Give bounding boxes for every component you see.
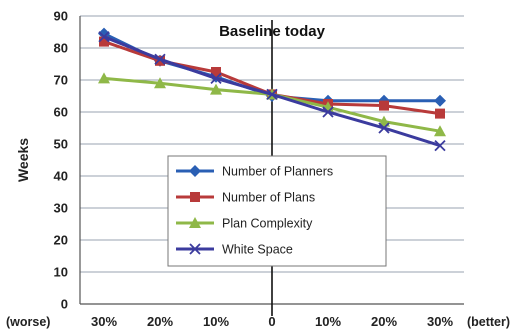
data-point bbox=[434, 94, 446, 107]
data-point bbox=[210, 72, 222, 85]
data-point bbox=[322, 106, 334, 118]
data-point bbox=[98, 72, 110, 84]
x-end-label-worse: (worse) bbox=[6, 315, 50, 329]
data-point bbox=[434, 125, 446, 137]
y-tick-label: 70 bbox=[54, 73, 68, 88]
legend-swatch-marker bbox=[190, 192, 200, 202]
legend-swatch-marker bbox=[189, 165, 201, 177]
y-tick-label: 10 bbox=[54, 265, 68, 280]
x-tick-label: 10% bbox=[315, 314, 341, 329]
legend-entry: Number of Plans bbox=[222, 191, 315, 205]
series-group bbox=[98, 27, 446, 152]
data-point bbox=[154, 77, 166, 89]
legend-entry: Number of Planners bbox=[222, 165, 333, 179]
y-tick-label: 40 bbox=[54, 169, 68, 184]
y-tick-label: 80 bbox=[54, 41, 68, 56]
y-tick-label: 20 bbox=[54, 233, 68, 248]
y-tick-label: 0 bbox=[61, 297, 68, 312]
y-axis-label: Weeks bbox=[15, 138, 31, 182]
x-tick-label: 30% bbox=[427, 314, 453, 329]
baseline-label: Baseline today bbox=[219, 23, 326, 40]
data-point bbox=[154, 53, 166, 65]
data-point bbox=[99, 36, 109, 47]
legend-swatch-marker bbox=[189, 243, 201, 255]
data-point bbox=[98, 31, 110, 43]
y-tick-label: 30 bbox=[54, 201, 68, 216]
x-tick-labels: 30% 20% 10% 0 10% 20% 30% bbox=[91, 314, 453, 329]
y-tick-labels: 0 10 20 30 40 50 60 70 80 90 bbox=[54, 9, 68, 312]
series-4 bbox=[98, 31, 446, 152]
legend-entry: Plan Complexity bbox=[222, 217, 313, 231]
data-point bbox=[434, 139, 446, 152]
legend-entry: White Space bbox=[222, 243, 293, 257]
x-tick-label: 20% bbox=[371, 314, 397, 329]
data-point bbox=[210, 83, 222, 95]
data-point bbox=[266, 88, 278, 101]
y-tick-label: 50 bbox=[54, 137, 68, 152]
y-tick-label: 60 bbox=[54, 105, 68, 120]
y-tick-label: 90 bbox=[54, 9, 68, 24]
data-point bbox=[435, 108, 445, 119]
data-point bbox=[211, 67, 221, 77]
x-end-label-better: (better) bbox=[467, 315, 510, 329]
x-tick-label: 20% bbox=[147, 314, 173, 329]
x-tick-label: 0 bbox=[268, 314, 275, 329]
x-tick-label: 30% bbox=[91, 314, 117, 329]
data-point bbox=[378, 122, 390, 134]
legend: Number of Planners Number of Plans Plan Co… bbox=[167, 155, 387, 267]
data-point bbox=[379, 100, 389, 111]
legend-swatch-marker bbox=[189, 217, 201, 228]
data-point bbox=[155, 55, 165, 66]
x-tick-label: 10% bbox=[203, 314, 229, 329]
